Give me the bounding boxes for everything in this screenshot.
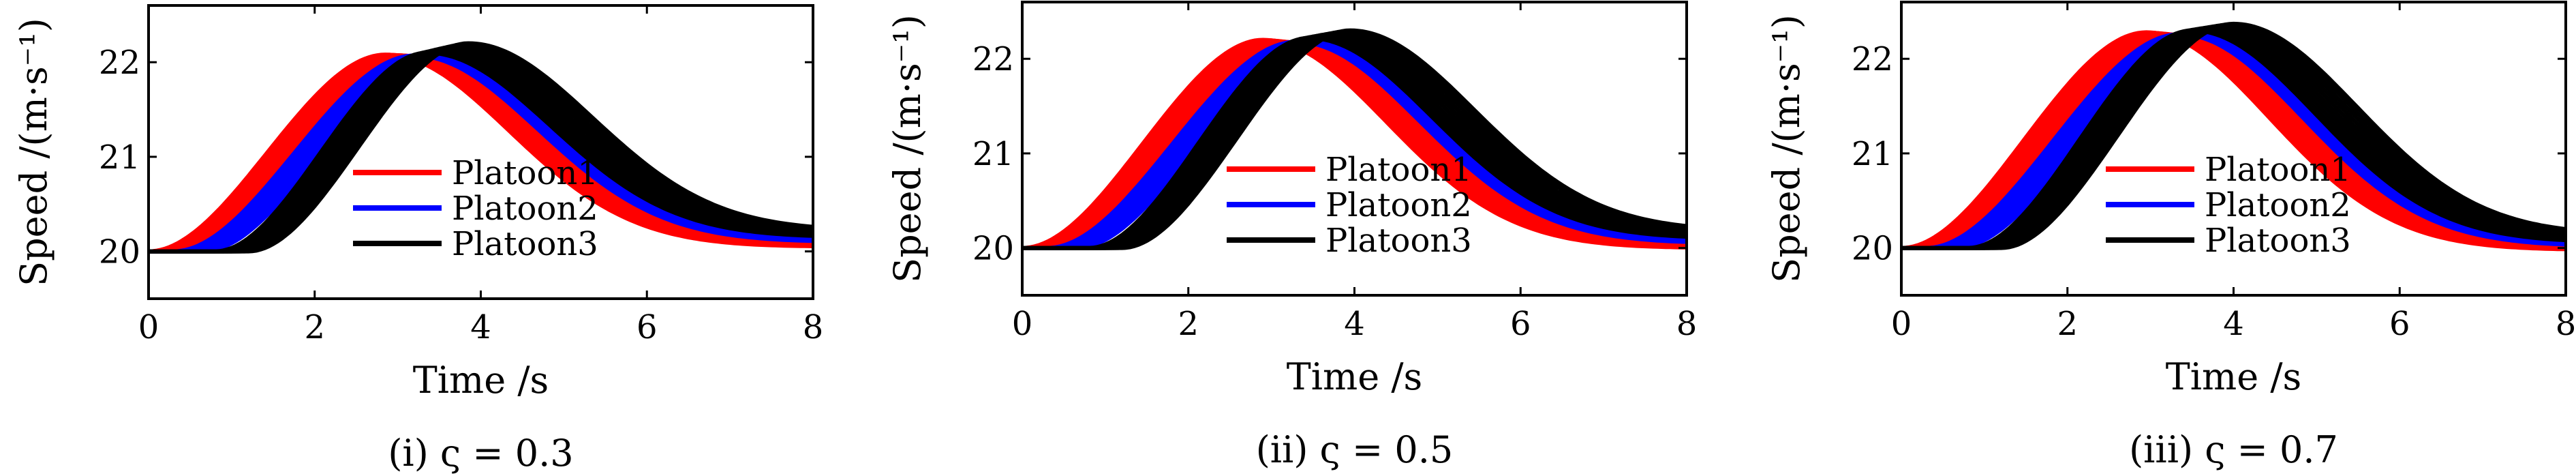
platoon3-vehicle-3-line — [1022, 34, 1687, 250]
subplot-caption: (iii) ς = 0.7 — [2129, 428, 2338, 471]
platoon3-vehicle-10-line — [149, 41, 814, 254]
x-tick-label: 4 — [1344, 305, 1365, 343]
x-tick-label: 0 — [1891, 305, 1912, 343]
series-platoon3 — [1022, 28, 1687, 250]
legend-label-platoon3: Platoon3 — [452, 225, 598, 263]
legend-label-platoon1: Platoon1 — [1325, 151, 1472, 189]
legend-label-platoon2: Platoon2 — [452, 190, 598, 228]
legend-label-platoon1: Platoon1 — [452, 154, 598, 192]
subplot-caption: (i) ς = 0.3 — [388, 432, 573, 475]
platoon3-vehicle-2-line — [149, 49, 814, 254]
series-platoon3 — [1901, 21, 2566, 250]
y-tick-label: 22 — [99, 44, 140, 82]
platoon3-vehicle-4-line — [1022, 33, 1687, 250]
legend-label-platoon1: Platoon1 — [2205, 151, 2351, 189]
x-tick-label: 4 — [2223, 305, 2244, 343]
y-tick-label: 22 — [972, 40, 1014, 78]
x-tick-label: 6 — [1510, 305, 1531, 343]
series-platoon3 — [149, 41, 814, 254]
y-tick-label: 20 — [1852, 230, 1893, 268]
x-tick-label: 4 — [470, 308, 491, 346]
y-tick-label: 20 — [972, 230, 1014, 268]
subplot-ii: 0 2 4 6 8 20 21 22 Time /s Speed /(m·s⁻¹) (ii) ς =… — [886, 1, 1698, 471]
y-axis-title: Speed /(m·s⁻¹) — [886, 14, 929, 283]
x-axis-title: Time /s — [2166, 355, 2302, 398]
platoon3-vehicle-4-line — [149, 47, 814, 254]
x-axis-title: Time /s — [1287, 355, 1423, 398]
platoon3-vehicle-1-line — [1022, 35, 1687, 250]
y-tick-label: 21 — [1852, 135, 1893, 173]
platoon3-vehicle-1-line — [1901, 28, 2566, 250]
x-tick-label: 2 — [304, 308, 325, 346]
platoon3-vehicle-3-line — [149, 48, 814, 254]
x-tick-label: 8 — [1676, 305, 1698, 343]
x-tick-label: 8 — [803, 308, 824, 346]
legend-label-platoon2: Platoon2 — [2205, 186, 2351, 224]
y-axis-title: Speed /(m·s⁻¹) — [12, 18, 55, 286]
platoon3-vehicle-2-line — [1022, 35, 1687, 250]
x-tick-label: 2 — [2057, 305, 2078, 343]
platoon3-vehicle-3-line — [1901, 27, 2566, 250]
x-tick-label: 6 — [637, 308, 658, 346]
y-tick-label: 21 — [972, 135, 1014, 173]
platoon3-vehicle-2-line — [1901, 27, 2566, 250]
subplot-iii: 0 2 4 6 8 20 21 22 Time /s Speed /(m·s⁻¹) (iii) ς … — [1765, 1, 2576, 471]
y-axis-title: Speed /(m·s⁻¹) — [1765, 14, 1808, 283]
legend-label-platoon2: Platoon2 — [1325, 186, 1472, 224]
y-tick-label: 21 — [99, 138, 140, 177]
x-tick-label: 0 — [138, 308, 159, 346]
legend-label-platoon3: Platoon3 — [2205, 222, 2351, 260]
subplot-caption: (ii) ς = 0.5 — [1256, 428, 1454, 471]
platoon3-vehicle-10-line — [1022, 28, 1687, 250]
x-tick-label: 2 — [1178, 305, 1199, 343]
y-tick-label: 22 — [1852, 40, 1893, 78]
x-axis-title: Time /s — [413, 359, 549, 402]
x-tick-label: 8 — [2556, 305, 2576, 343]
x-tick-label: 6 — [2389, 305, 2410, 343]
platoon3-vehicle-4-line — [1901, 26, 2566, 250]
x-tick-label: 0 — [1012, 305, 1033, 343]
platoon3-vehicle-10-line — [1901, 21, 2566, 250]
legend-label-platoon3: Platoon3 — [1325, 222, 1472, 260]
subplot-i: 0 2 4 6 8 20 21 22 Time /s Speed /(m·s⁻¹) (i) ς = … — [12, 4, 824, 475]
y-tick-label: 20 — [99, 233, 140, 271]
